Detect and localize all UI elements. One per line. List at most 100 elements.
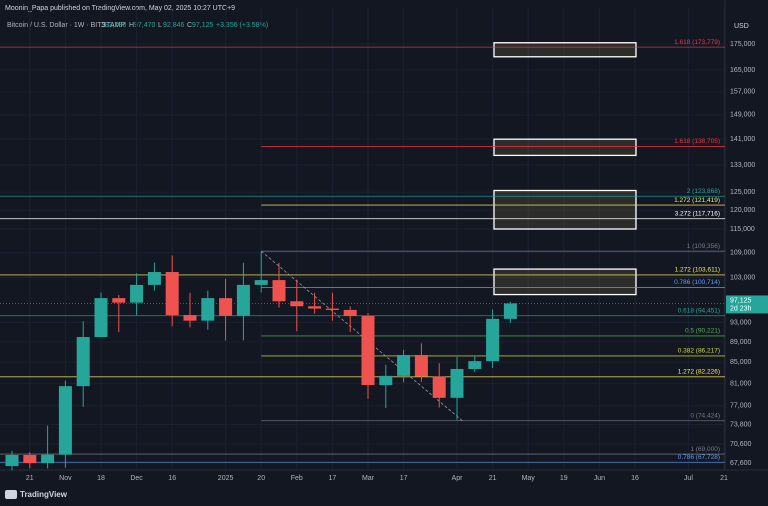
y-tick-label: 73,800 xyxy=(730,421,752,428)
y-tick-label: 70,600 xyxy=(730,441,752,448)
candle-body xyxy=(76,336,90,387)
price-tag xyxy=(726,295,768,314)
candle-body xyxy=(308,306,322,309)
candle-body xyxy=(23,454,37,464)
zone xyxy=(493,138,637,157)
legend-value: 92,846 xyxy=(163,22,185,29)
zone xyxy=(493,268,637,296)
legend-key: C xyxy=(187,22,192,29)
x-tick-label: Feb xyxy=(291,475,303,482)
candle-body xyxy=(236,284,250,316)
candle-body xyxy=(130,284,144,303)
candle-body xyxy=(503,303,517,319)
x-tick-label: 20 xyxy=(257,475,265,482)
y-tick-label: 89,000 xyxy=(730,339,752,346)
y-tick-label: 149,000 xyxy=(730,112,755,119)
candle-body xyxy=(450,368,464,398)
y-tick-label: 157,000 xyxy=(730,89,755,96)
x-tick-label: 18 xyxy=(97,475,105,482)
x-tick-label: Mar xyxy=(362,475,375,482)
level-label: 3.272 (117,716) xyxy=(675,210,720,217)
x-tick-label: Jul xyxy=(684,475,693,482)
level-label: 1.272 (121,419) xyxy=(674,197,720,204)
symbol: Bitcoin / U.S. Dollar · 1W · BITSTAMP xyxy=(7,22,125,29)
price-tag-label: 97,125 xyxy=(730,297,752,304)
y-tick-label: 133,000 xyxy=(730,162,755,169)
level-label: 1.618 (138,705) xyxy=(674,138,720,145)
currency: USD xyxy=(734,23,749,30)
candle-body xyxy=(272,280,286,302)
x-tick-label: Jun xyxy=(594,475,605,482)
candle-body xyxy=(58,386,72,455)
y-tick-label: 165,000 xyxy=(730,67,755,74)
zone xyxy=(493,189,637,230)
candle-body xyxy=(414,354,428,377)
candle-body xyxy=(5,454,19,467)
candle-body xyxy=(361,315,375,386)
zone xyxy=(493,42,637,58)
x-tick-label: 16 xyxy=(631,475,639,482)
legend-key: H xyxy=(129,22,134,29)
candle-body xyxy=(165,272,179,316)
y-tick-label: 103,000 xyxy=(730,274,755,281)
candle-body xyxy=(379,375,393,386)
candle-body xyxy=(486,318,500,362)
candle-body xyxy=(325,308,339,310)
level-label: 1.272 (103,611) xyxy=(675,267,720,274)
x-tick-label: May xyxy=(522,475,536,482)
level-label: 1.618 (173,779) xyxy=(674,39,720,46)
x-tick-label: 19 xyxy=(560,475,568,482)
x-tick-label: 21 xyxy=(489,475,497,482)
x-tick-label: 21 xyxy=(26,475,34,482)
candle-body xyxy=(432,376,446,398)
level-label: 0 (74,424) xyxy=(690,412,720,419)
candle-body xyxy=(468,361,482,369)
candle-body xyxy=(397,354,411,376)
y-tick-label: 120,000 xyxy=(730,207,755,214)
price-tag-countdown: 2d 23h xyxy=(730,305,752,312)
candle-body xyxy=(147,272,161,285)
x-tick-label: 17 xyxy=(400,475,408,482)
brand-logo xyxy=(5,490,17,499)
x-tick-label: 21 xyxy=(720,475,728,482)
y-tick-label: 77,000 xyxy=(730,403,752,410)
x-tick-label: Apr xyxy=(452,475,464,482)
legend-change: +3,356 (+3.58%) xyxy=(216,22,268,29)
candle-body xyxy=(41,454,55,464)
y-tick-label: 115,000 xyxy=(730,226,755,233)
x-tick-label: 16 xyxy=(168,475,176,482)
legend-key: L xyxy=(158,22,162,29)
candle-body xyxy=(290,301,304,307)
level-label: 0.382 (86,217) xyxy=(678,348,720,355)
y-tick-label: 125,000 xyxy=(730,189,755,196)
candle-body xyxy=(201,298,215,321)
level-label: 0.786 (100,714) xyxy=(674,279,720,286)
level-label: 0.618 (94,451) xyxy=(678,307,720,314)
y-tick-label: 141,000 xyxy=(730,136,755,143)
legend-value: 93,780 xyxy=(105,22,127,29)
level-label: 2 (123,868) xyxy=(687,188,720,195)
legend-key: O xyxy=(100,22,106,29)
brand: TradingView xyxy=(20,490,68,499)
candle-body xyxy=(254,280,268,285)
level-label: 1 (109,356) xyxy=(687,243,720,250)
header: Moonin_Papa published on TradingView.com… xyxy=(5,5,235,12)
level-label: 0.5 (90,221) xyxy=(685,328,720,335)
y-tick-label: 67,600 xyxy=(730,460,752,467)
candle-body xyxy=(219,298,233,316)
y-tick-label: 175,000 xyxy=(730,41,755,48)
y-tick-label: 85,000 xyxy=(730,359,752,366)
y-tick-label: 109,000 xyxy=(730,249,755,256)
candle-body xyxy=(112,298,126,303)
level-label: 1.272 (82,226) xyxy=(678,369,720,376)
x-tick-label: Nov xyxy=(59,475,72,482)
x-tick-label: Dec xyxy=(130,475,143,482)
legend-value: 97,470 xyxy=(134,22,156,29)
level-label: 1 (69,000) xyxy=(690,446,720,453)
x-tick-label: 17 xyxy=(329,475,337,482)
candle-body xyxy=(94,298,108,337)
y-tick-label: 81,000 xyxy=(730,380,752,387)
legend-value: 97,125 xyxy=(192,22,214,29)
level-label: 0.786 (67,728) xyxy=(678,454,720,461)
